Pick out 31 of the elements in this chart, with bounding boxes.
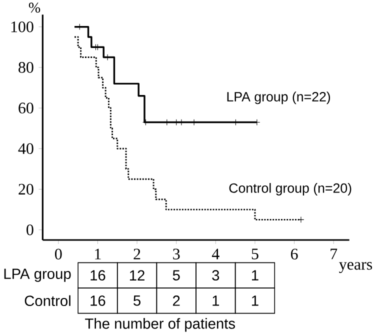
x-tick-label: 4 [212, 248, 220, 260]
y-tick-label: 0 [26, 224, 34, 236]
text: 12 [130, 270, 144, 280]
x-axis-title: years [339, 262, 372, 274]
text: 1 [252, 270, 258, 280]
text: 3 [212, 270, 220, 281]
series-label: Control group (n=20) [229, 183, 352, 196]
x-tick-label: 0 [55, 248, 62, 260]
text: 5 [172, 270, 180, 280]
y-tick-label: 40 [18, 143, 34, 154]
category-label: LPA group [4, 268, 71, 282]
x-tick-label: 6 [290, 248, 298, 260]
text: 1 [212, 296, 220, 306]
x-tick-label: 2 [134, 248, 140, 260]
x-tick-label: 3 [173, 248, 180, 260]
y-tick-label: 20 [18, 184, 34, 195]
y-tick-label: 80 [18, 62, 34, 73]
text: 16 [90, 295, 106, 306]
category-label: Control [24, 295, 70, 306]
y-tick-label: 60 [18, 102, 34, 114]
x-tick-label: 5 [252, 248, 258, 260]
y-axis-title: % [28, 2, 40, 13]
x-tick-label: 1 [95, 248, 101, 260]
y-tick-label: 100 [11, 21, 34, 32]
x-tick-label: 7 [330, 248, 338, 260]
text: 5 [134, 296, 140, 306]
series-label: LPA group (n=22) [227, 92, 330, 104]
text: 16 [90, 270, 106, 281]
text: The number of patients [85, 318, 235, 332]
text: 2 [172, 296, 180, 306]
text: 1 [252, 296, 258, 306]
